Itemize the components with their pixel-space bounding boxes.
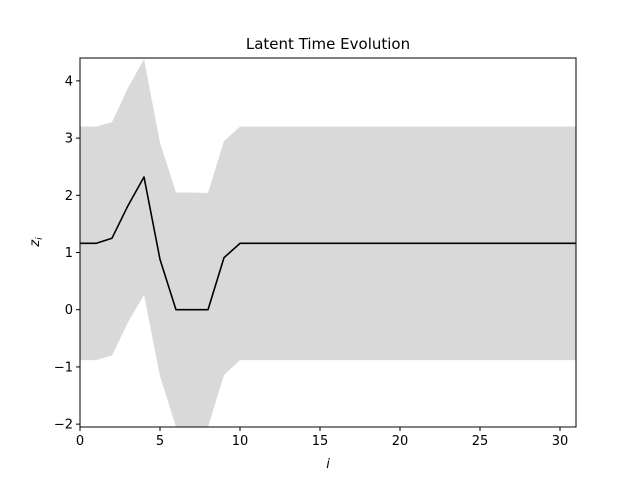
y-axis-label-main: z xyxy=(28,239,43,248)
x-tick-label: 15 xyxy=(312,434,329,449)
x-tick-label: 10 xyxy=(232,434,249,449)
x-tick-label: 20 xyxy=(392,434,409,449)
plot-area xyxy=(79,57,577,428)
y-tick-label: 2 xyxy=(65,189,73,204)
chart-title: Latent Time Evolution xyxy=(246,35,410,53)
x-tick-label: 30 xyxy=(552,434,569,449)
x-axis-label: i xyxy=(326,457,330,472)
x-tick-label: 0 xyxy=(76,434,84,449)
plot-frame xyxy=(79,57,577,428)
y-tick-label: 0 xyxy=(65,303,73,318)
y-tick-label: −1 xyxy=(54,360,73,375)
y-tick-label: 1 xyxy=(65,246,73,261)
y-axis-label: zi xyxy=(28,237,45,248)
y-axis-label-subscript: i xyxy=(35,237,45,240)
y-tick-label: 3 xyxy=(65,132,73,147)
x-tick-label: 25 xyxy=(472,434,489,449)
y-tick-label: −2 xyxy=(54,418,73,433)
x-axis: 0 5 10 15 20 25 30 xyxy=(76,427,568,449)
y-axis: −2 −1 0 1 2 3 4 xyxy=(54,74,80,433)
series-line xyxy=(80,176,576,311)
x-tick-label: 5 xyxy=(156,434,164,449)
y-tick-label: 4 xyxy=(65,74,73,89)
